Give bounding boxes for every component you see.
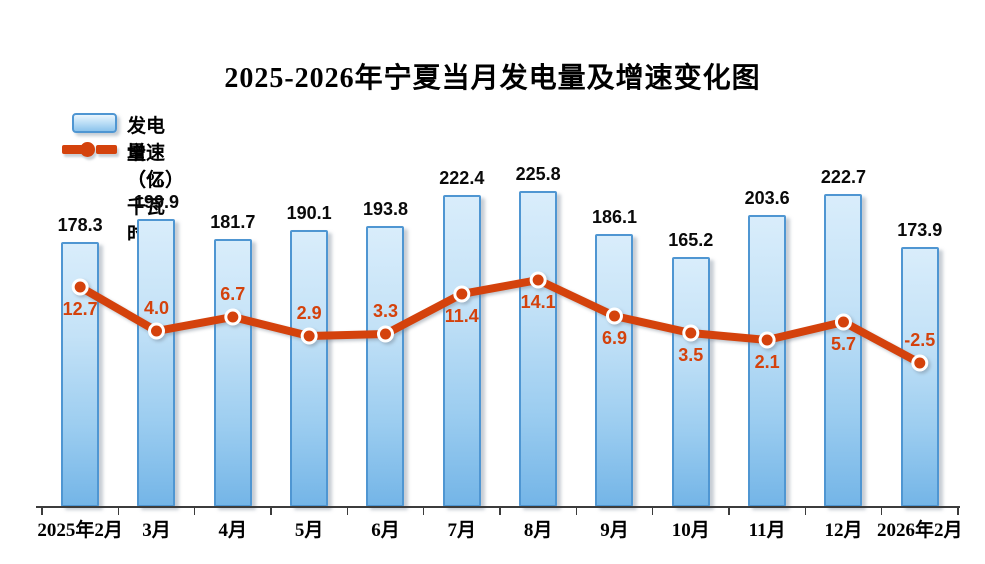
legend-bar-swatch-icon — [72, 113, 117, 133]
x-axis-tick — [880, 506, 883, 515]
bar-10月 — [671, 257, 710, 507]
x-tick-label: 8月 — [523, 520, 553, 541]
growth-value-label: 11.4 — [444, 306, 479, 326]
bar-value-label: 222.4 — [439, 168, 485, 188]
bar-value-label: 181.7 — [210, 212, 256, 232]
bar-7月 — [442, 195, 481, 507]
growth-value-label: 2.1 — [754, 352, 780, 372]
x-axis-tick — [270, 506, 272, 515]
bar-5月 — [290, 230, 329, 507]
growth-value-label: 12.7 — [62, 299, 98, 319]
x-tick-label: 10月 — [671, 520, 710, 541]
x-axis-tick — [957, 506, 959, 515]
bar-9月 — [595, 234, 634, 507]
bar-3月 — [137, 219, 176, 507]
growth-value-label: 2.9 — [296, 303, 322, 323]
x-tick-label: 3月 — [142, 520, 171, 541]
x-axis-tick — [117, 506, 120, 515]
x-axis-tick — [346, 506, 349, 515]
x-axis-tick — [728, 506, 730, 515]
x-tick-label: 2026年2月 — [877, 520, 963, 541]
legend-line-label: 增速（%） — [127, 143, 185, 191]
bar-4月 — [213, 239, 252, 507]
growth-value-label: 5.7 — [830, 334, 856, 354]
x-axis-tick — [193, 506, 196, 515]
bar-value-label: 193.8 — [362, 199, 408, 219]
x-axis-tick — [41, 506, 43, 515]
legend-line-dash-icon — [62, 145, 83, 154]
bar-value-label: 203.6 — [744, 188, 790, 208]
bar-value-label: 178.3 — [57, 215, 103, 235]
bar-value-label: 165.2 — [668, 230, 714, 250]
x-axis-tick — [651, 506, 654, 515]
x-tick-label: 6月 — [371, 520, 400, 541]
x-tick-label: 4月 — [218, 520, 248, 541]
bar-2025年2月 — [61, 242, 100, 507]
growth-value-label: -2.5 — [904, 330, 936, 350]
bar-value-label: 186.1 — [591, 207, 637, 227]
bar-2026年2月 — [900, 247, 939, 507]
growth-value-label: 6.9 — [601, 328, 627, 348]
growth-value-label: 3.3 — [372, 301, 398, 321]
bar-value-label: 199.9 — [133, 192, 179, 212]
x-axis-tick — [422, 506, 425, 515]
growth-value-label: 14.1 — [520, 292, 556, 312]
x-tick-label: 11月 — [748, 520, 786, 541]
x-tick-label: 2025年2月 — [37, 520, 123, 541]
x-tick-label: 9月 — [600, 520, 629, 541]
x-axis-tick — [575, 506, 578, 515]
x-tick-label: 12月 — [824, 520, 863, 541]
growth-value-label: 3.5 — [678, 345, 704, 365]
bar-value-label: 190.1 — [286, 203, 332, 223]
x-tick-label: 7月 — [447, 520, 477, 541]
legend-line-dot-icon — [80, 142, 95, 157]
growth-value-label: 6.7 — [220, 284, 246, 304]
chart-title: 2025-2026年宁夏当月发电量及增速变化图 — [224, 63, 761, 94]
x-axis-line — [36, 506, 960, 508]
legend-line-dash-icon — [96, 145, 117, 154]
growth-value-label: 4.0 — [143, 298, 169, 318]
bar-8月 — [519, 191, 558, 507]
x-tick-label: 5月 — [294, 520, 324, 541]
bar-6月 — [366, 226, 405, 507]
bar-value-label: 222.7 — [820, 167, 866, 187]
bar-value-label: 173.9 — [897, 220, 943, 240]
bar-value-label: 225.8 — [515, 164, 561, 184]
x-axis-tick — [499, 506, 501, 515]
x-axis-tick — [804, 506, 807, 515]
